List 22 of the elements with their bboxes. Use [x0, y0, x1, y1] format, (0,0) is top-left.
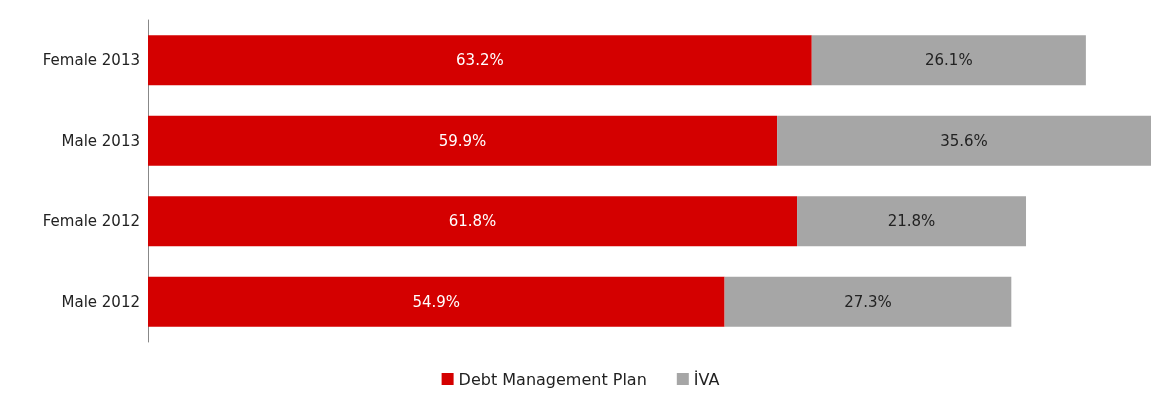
- bar: [724, 276, 1012, 327]
- data-label: 21.8%: [887, 212, 936, 231]
- data-label: 63.2%: [456, 51, 504, 70]
- bar: [148, 35, 812, 86]
- data-label: 26.1%: [925, 51, 973, 70]
- bar: [148, 196, 798, 247]
- y-tick-label: Female 2012: [42, 212, 140, 231]
- bar: [777, 115, 1151, 166]
- data-label: 61.8%: [448, 212, 497, 231]
- bar: [148, 276, 725, 327]
- bar: [797, 196, 1027, 247]
- data-label: 54.9%: [412, 292, 461, 311]
- y-tick-label: Female 2013: [42, 51, 140, 70]
- legend-label: Debt Management Plan: [458, 369, 647, 389]
- data-label: 27.3%: [844, 292, 892, 311]
- y-tick-label: Male 2013: [61, 131, 140, 150]
- legend-label: İVA: [693, 369, 720, 389]
- data-label: 35.6%: [940, 131, 988, 150]
- data-label: 59.9%: [438, 131, 487, 150]
- bar: [148, 115, 778, 166]
- bar: [811, 35, 1086, 86]
- y-tick-label: Male 2012: [61, 292, 140, 311]
